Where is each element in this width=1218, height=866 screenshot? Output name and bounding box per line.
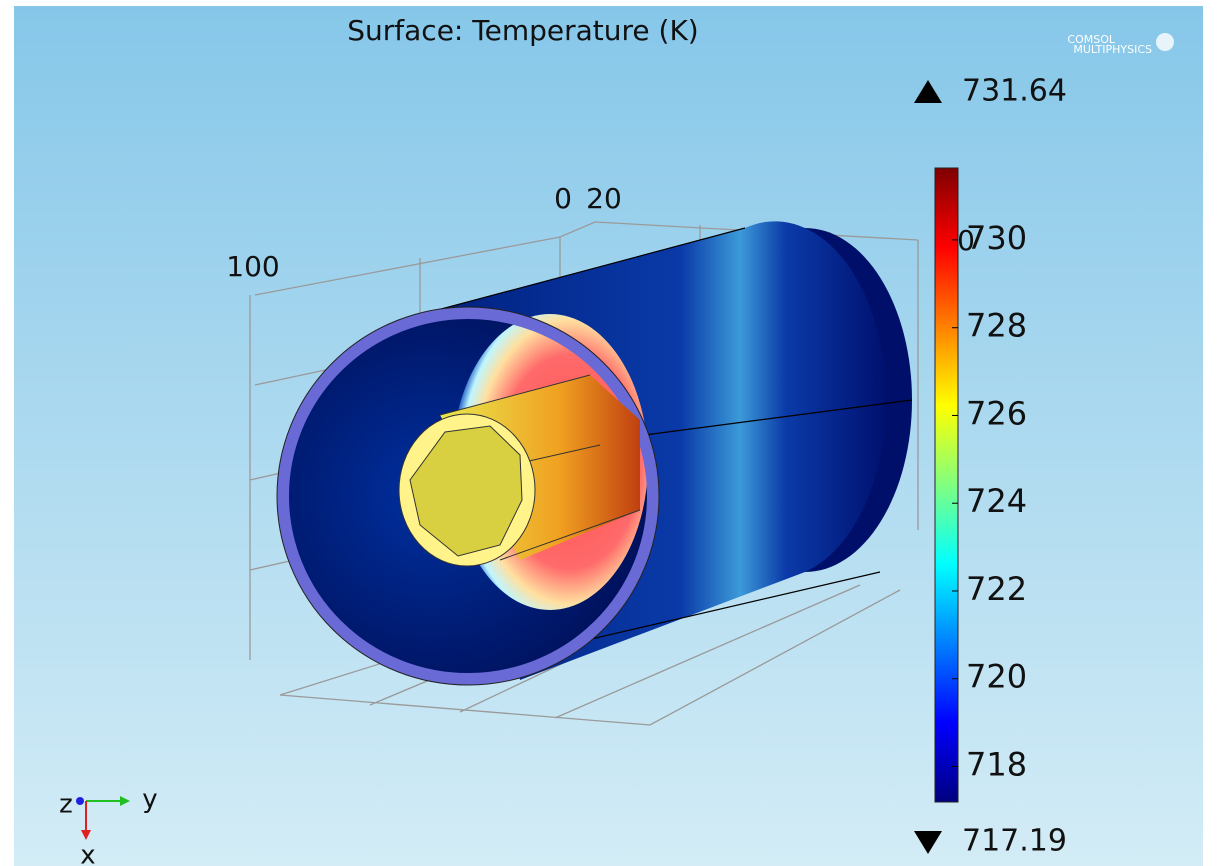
grid-tick-label: 100 <box>226 250 279 283</box>
colorbar-min-label: 717.19 <box>962 824 1067 859</box>
logo-line: MULTIPHYSICS <box>1073 43 1152 56</box>
chart-title: Surface: Temperature (K) <box>347 14 698 47</box>
chart: Surface: Temperature (K) COMSOL MULTIPHY… <box>0 0 1218 866</box>
colorbar-tick-label: 728 <box>966 307 1027 345</box>
colorbar-max-label: 731.64 <box>962 74 1067 109</box>
triad-label: x <box>80 841 95 866</box>
colorbar-tick-label: 718 <box>966 745 1027 783</box>
colorbar-tick-label: 724 <box>966 482 1027 520</box>
grid-tick-label: 0 <box>554 182 572 215</box>
triad-label: y <box>142 785 157 815</box>
colorbar-tick-label: 722 <box>966 570 1027 608</box>
colorbar-tick-label: 720 <box>966 658 1027 696</box>
colorbar <box>935 168 958 802</box>
logo-icon <box>1156 33 1174 51</box>
colorbar-tick-label: 730 <box>966 219 1027 257</box>
triad-label: z <box>59 790 73 820</box>
colorbar-tick-label: 726 <box>966 394 1027 432</box>
grid-tick-label: 20 <box>586 182 622 215</box>
